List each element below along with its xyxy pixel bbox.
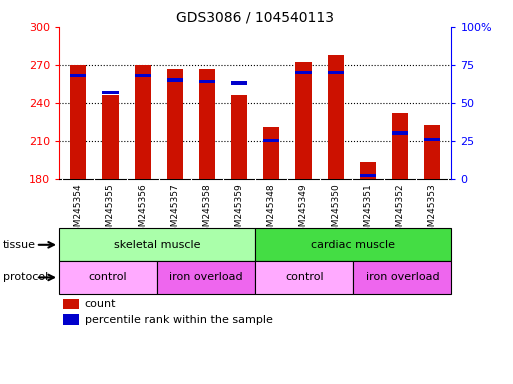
Bar [134, 65, 151, 179]
Text: GSM245351: GSM245351 [363, 184, 372, 238]
Bar [231, 95, 247, 179]
Text: iron overload: iron overload [366, 272, 439, 283]
Text: count: count [85, 299, 116, 309]
Bar [295, 71, 311, 74]
Text: skeletal muscle: skeletal muscle [114, 240, 201, 250]
Bar [424, 126, 440, 179]
Bar [199, 69, 215, 179]
Text: GSM245349: GSM245349 [299, 184, 308, 238]
Bar [392, 113, 408, 179]
Text: tissue: tissue [3, 240, 35, 250]
Bar [424, 137, 440, 141]
Bar [167, 78, 183, 81]
Bar [70, 65, 86, 179]
Bar [70, 74, 86, 77]
Bar [63, 299, 78, 310]
Text: GSM245355: GSM245355 [106, 184, 115, 238]
Bar [167, 69, 183, 179]
Bar [295, 62, 311, 179]
Bar [328, 71, 344, 74]
Text: protocol: protocol [3, 272, 48, 283]
Bar [263, 139, 280, 142]
Bar [255, 228, 451, 261]
Text: GSM245359: GSM245359 [234, 184, 244, 238]
Bar [263, 127, 280, 179]
Text: control: control [89, 272, 127, 283]
Text: GSM245354: GSM245354 [74, 184, 83, 238]
Text: control: control [285, 272, 324, 283]
Text: GSM245348: GSM245348 [267, 184, 276, 238]
Bar [63, 314, 78, 325]
Text: GSM245358: GSM245358 [203, 184, 211, 238]
Bar [360, 174, 376, 177]
Bar [157, 261, 255, 294]
Bar [360, 162, 376, 179]
Bar [328, 55, 344, 179]
Text: percentile rank within the sample: percentile rank within the sample [85, 314, 272, 325]
Bar [59, 228, 255, 261]
Bar [231, 81, 247, 84]
Bar [199, 80, 215, 83]
Bar [103, 91, 119, 94]
Bar [255, 261, 353, 294]
Bar [103, 95, 119, 179]
Text: iron overload: iron overload [169, 272, 243, 283]
Bar [392, 131, 408, 135]
Bar [59, 261, 157, 294]
Bar [353, 261, 451, 294]
Text: GSM245350: GSM245350 [331, 184, 340, 238]
Title: GDS3086 / 104540113: GDS3086 / 104540113 [176, 10, 334, 24]
Text: GSM245352: GSM245352 [396, 184, 404, 238]
Text: cardiac muscle: cardiac muscle [311, 240, 396, 250]
Text: GSM245357: GSM245357 [170, 184, 180, 238]
Bar [134, 74, 151, 77]
Text: GSM245353: GSM245353 [428, 184, 437, 238]
Text: GSM245356: GSM245356 [138, 184, 147, 238]
